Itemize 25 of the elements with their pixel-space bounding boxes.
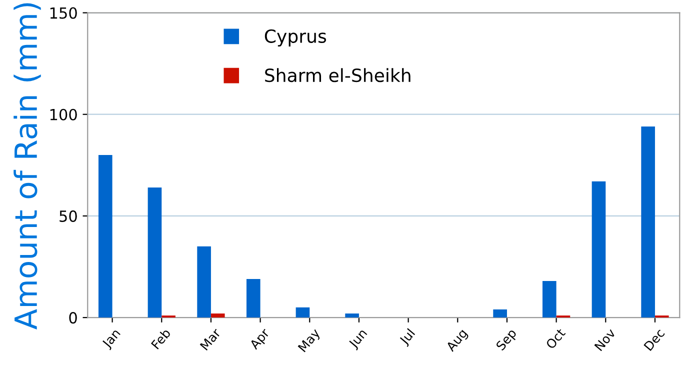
bar [148,188,162,318]
x-tick-label: Jun [348,328,370,350]
bar [592,181,606,318]
y-axis-title: Amount of Rain (mm) [14,3,41,330]
bar [345,313,359,318]
bar [98,155,112,318]
y-tick-label: 150 [50,7,77,19]
bar [246,278,260,318]
y-tick-label: 50 [60,210,77,222]
bar [210,313,225,318]
x-tick-label: Oct [545,328,566,350]
bar [493,309,507,318]
bar [641,126,655,318]
x-tick-label: Feb [150,328,172,350]
bar [542,280,556,318]
x-tick-label: Sep [495,328,519,352]
bar [296,307,310,318]
y-tick-label: 0 [69,312,77,324]
x-tick-label: Apr [249,328,272,352]
legend-label: Sharm el-Sheikh [265,68,410,82]
y-tick-label: 100 [50,108,77,120]
x-tick-label: Jul [398,328,417,348]
bar [197,246,211,318]
x-tick-label: Jan [101,328,122,350]
legend-label: Cyprus [264,29,326,46]
